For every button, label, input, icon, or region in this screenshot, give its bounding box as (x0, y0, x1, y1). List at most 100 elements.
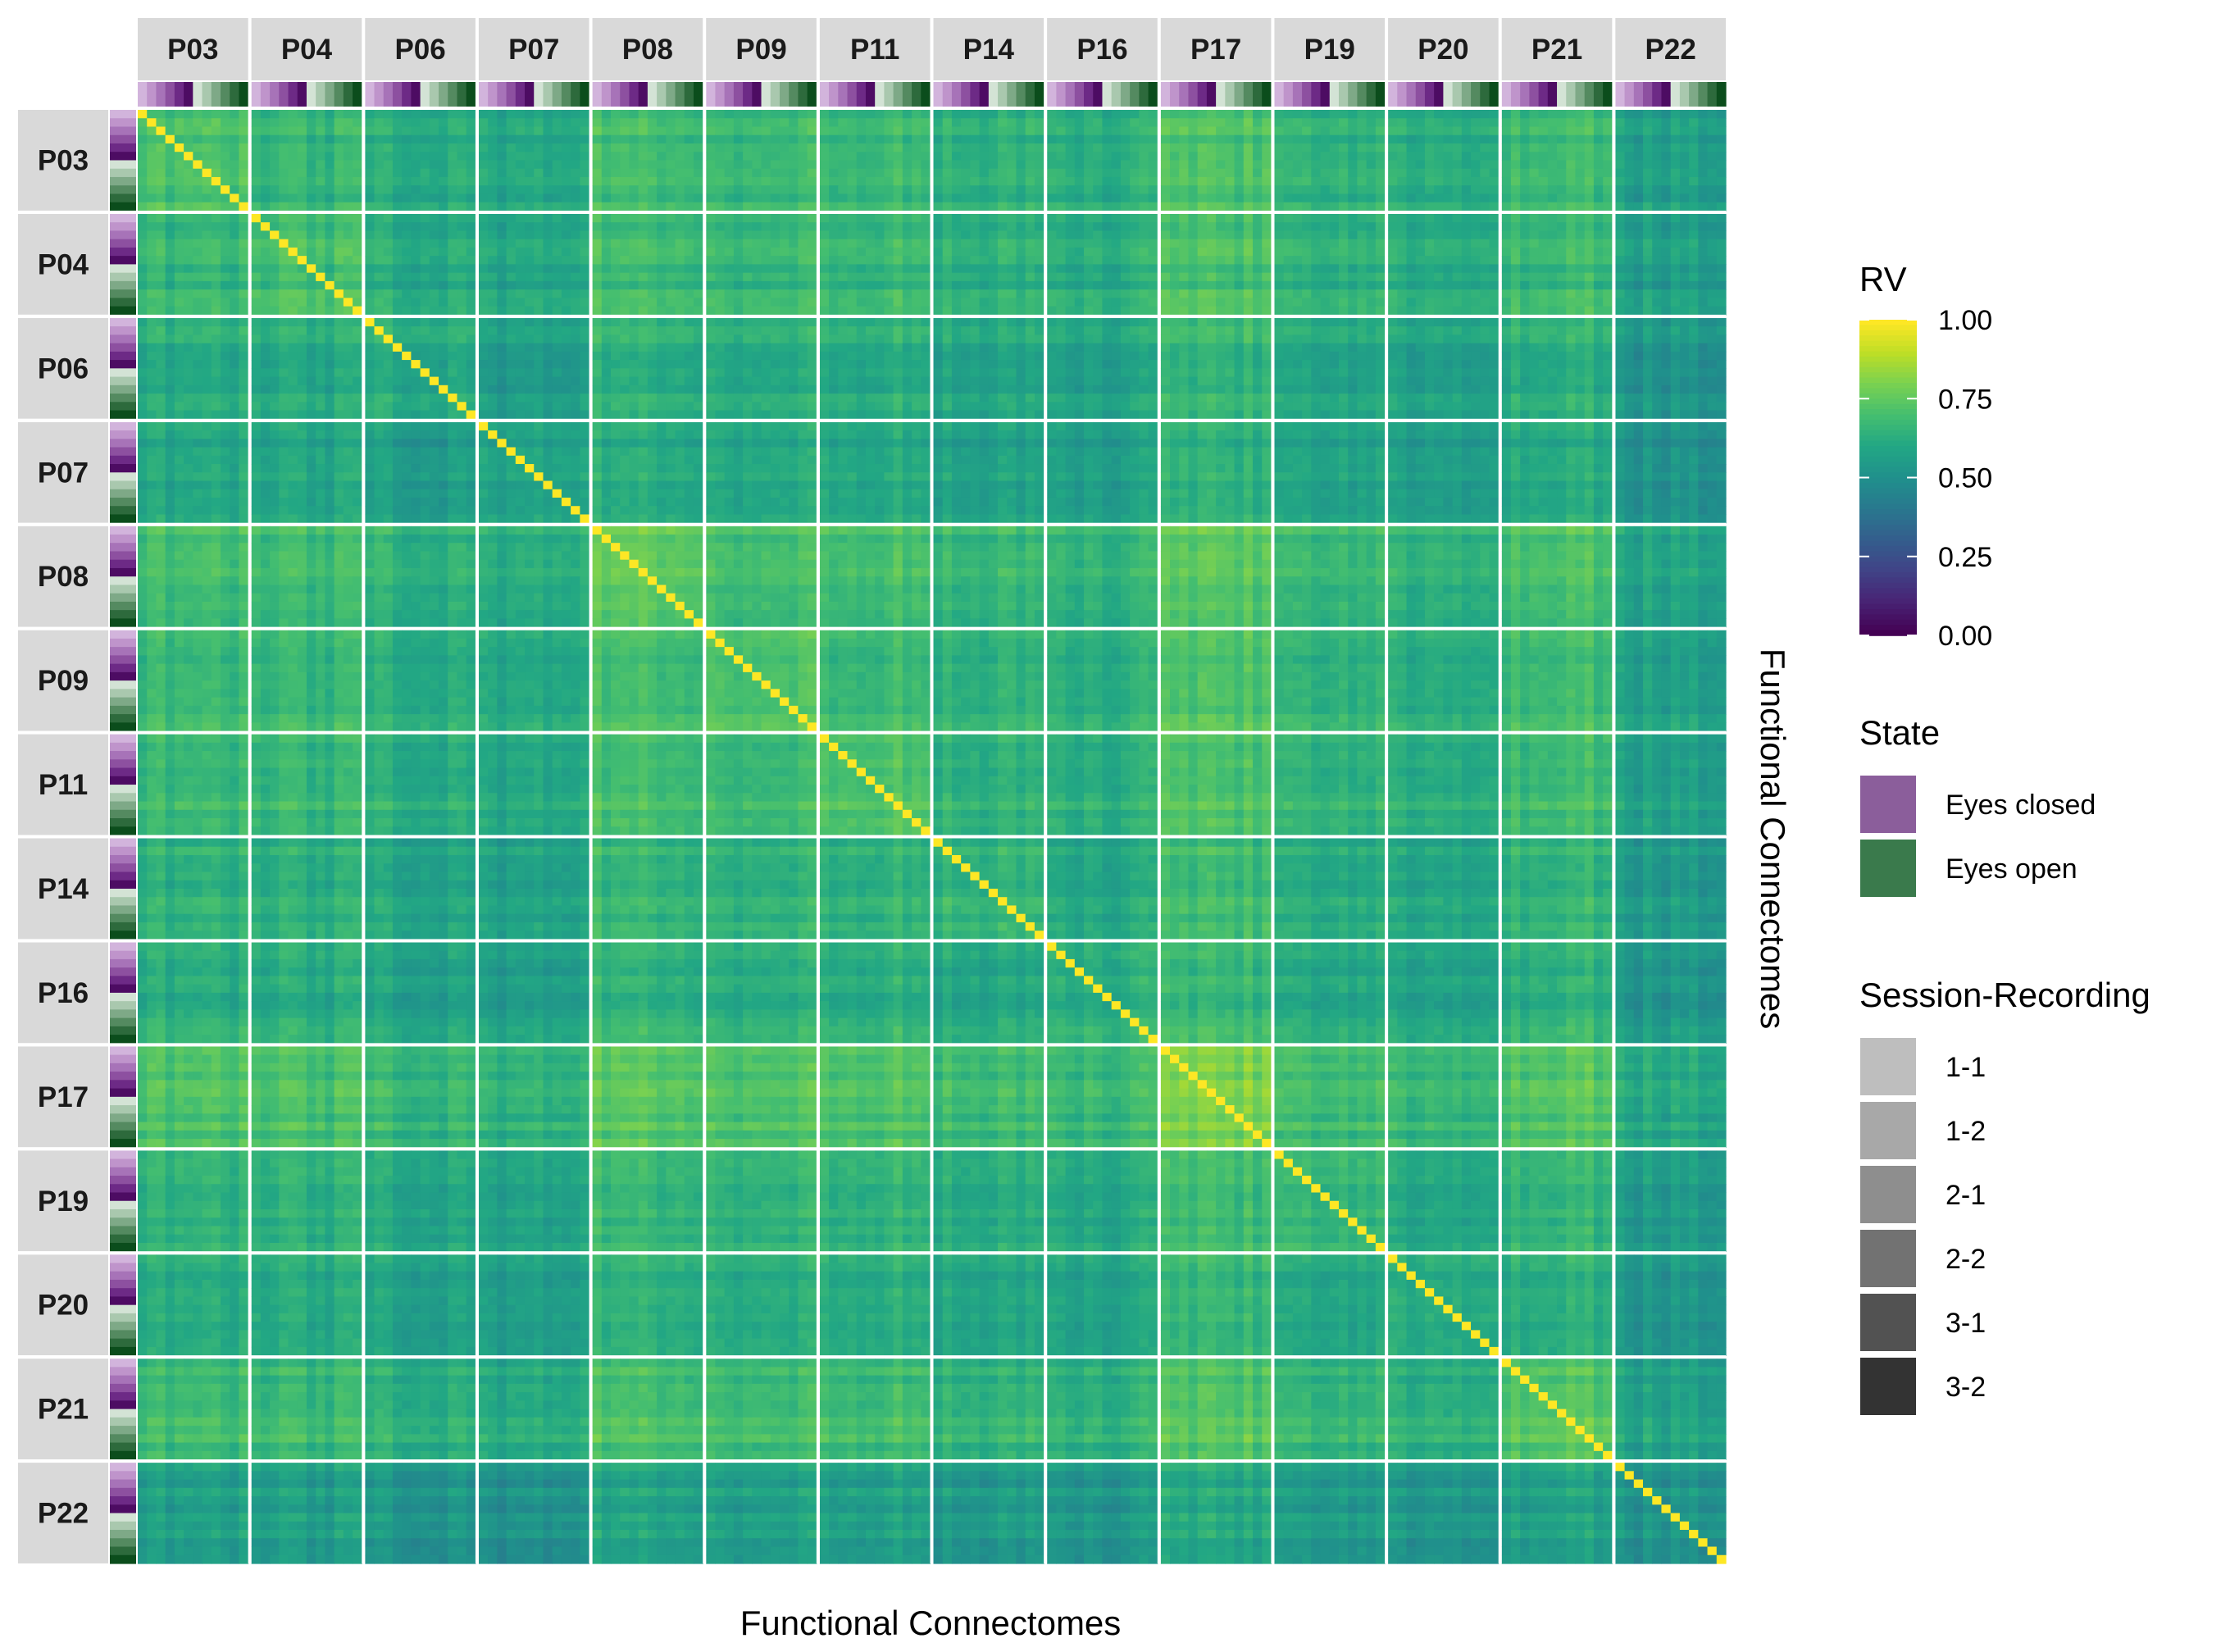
heatmap-cell (230, 394, 240, 403)
heatmap-cell (779, 160, 790, 170)
heatmap-cell (942, 230, 953, 240)
heatmap-cell (515, 298, 526, 307)
heatmap-cell (1443, 306, 1454, 316)
heatmap-cell (1624, 280, 1635, 290)
heatmap-cell (220, 264, 230, 274)
heatmap-cell (383, 368, 394, 378)
heatmap-cell (429, 334, 439, 344)
heatmap-cell (478, 193, 489, 203)
heatmap-cell (1262, 168, 1272, 178)
heatmap-cell (1302, 168, 1312, 178)
heatmap-cell (251, 168, 262, 178)
heatmap-cell (374, 239, 385, 248)
heatmap-cell (534, 385, 544, 394)
heatmap-cell (402, 134, 412, 144)
heatmap-cell (543, 202, 553, 212)
heatmap-cell (1074, 152, 1085, 162)
heatmap-cell (921, 289, 931, 298)
heatmap-cell (666, 176, 676, 186)
heatmap-cell (543, 256, 553, 265)
heatmap-cell (979, 264, 990, 274)
heatmap-cell (147, 256, 157, 265)
heatmap-cell (1139, 264, 1149, 274)
heatmap-cell (638, 230, 649, 240)
column-annotation-cell (211, 82, 221, 107)
heatmap-cell (1624, 306, 1635, 316)
heatmap-cell (466, 239, 476, 248)
heatmap-cell (193, 272, 203, 282)
heatmap-cell (912, 222, 922, 232)
heatmap-cell (724, 168, 735, 178)
heatmap-cell (856, 185, 867, 195)
heatmap-cell (807, 264, 817, 274)
heatmap-cell (666, 202, 676, 212)
heatmap-cell (392, 264, 403, 274)
heatmap-cell (998, 168, 1008, 178)
heatmap-cell (1388, 256, 1398, 265)
heatmap-cell (657, 118, 667, 128)
heatmap-cell (316, 385, 325, 394)
heatmap-cell (306, 280, 316, 290)
heatmap-cell (807, 222, 817, 232)
heatmap-cell (306, 118, 316, 128)
heatmap-cell (1434, 134, 1444, 144)
row-annotation-cell (110, 376, 136, 386)
heatmap-cell (260, 272, 271, 282)
heatmap-cell (165, 306, 175, 316)
heatmap-cell (1056, 239, 1067, 248)
heatmap-cell (638, 143, 649, 152)
heatmap-cell (1252, 247, 1263, 257)
row-annotation-cell (110, 1496, 136, 1505)
heatmap-cell (988, 264, 999, 274)
heatmap-cell (979, 298, 990, 307)
heatmap-cell (534, 193, 544, 203)
heatmap-cell (1262, 306, 1272, 316)
heatmap-cell (752, 185, 762, 195)
heatmap-cell (979, 222, 990, 232)
heatmap-cell (1443, 176, 1454, 186)
heatmap-cell (230, 368, 240, 378)
heatmap-cell (951, 134, 962, 144)
heatmap-cell (592, 247, 603, 257)
heatmap-cell (1148, 239, 1158, 248)
heatmap-cell (912, 193, 922, 203)
heatmap-cell (629, 193, 639, 203)
heatmap-cell (184, 289, 193, 298)
heatmap-cell (165, 298, 175, 307)
heatmap-cell (411, 118, 421, 128)
heatmap-cell (429, 264, 439, 274)
heatmap-cell (488, 334, 498, 344)
heatmap-cell (193, 317, 203, 327)
column-annotation-cell (1188, 82, 1199, 107)
heatmap-cell (1603, 222, 1613, 232)
heatmap-cell (1274, 193, 1285, 203)
heatmap-cell (1197, 230, 1208, 240)
heatmap-cell (847, 230, 858, 240)
column-annotation-cell (733, 82, 744, 107)
heatmap-cell (1065, 202, 1076, 212)
heatmap-cell (1698, 256, 1709, 265)
heatmap-cell (1065, 213, 1076, 223)
heatmap-cell (1120, 213, 1131, 223)
heatmap-cell (580, 213, 590, 223)
heatmap-cell (1302, 202, 1312, 212)
heatmap-cell (1338, 280, 1349, 290)
heatmap-cell (525, 202, 535, 212)
heatmap-cell (1065, 193, 1076, 203)
heatmap-cell (1216, 160, 1226, 170)
heatmap-cell (316, 280, 325, 290)
heatmap-cell (1575, 213, 1586, 223)
heatmap-cell (611, 306, 621, 316)
heatmap-cell (1443, 213, 1454, 223)
column-annotation-cell (466, 82, 476, 107)
heatmap-cell (515, 247, 526, 257)
heatmap-cell (684, 306, 694, 316)
heatmap-cell (789, 202, 799, 212)
heatmap-cell (1311, 272, 1322, 282)
heatmap-cell (220, 306, 230, 316)
heatmap-cell (316, 326, 325, 335)
heatmap-cell (525, 213, 535, 223)
heatmap-cell (1025, 202, 1035, 212)
heatmap-cell (1034, 110, 1044, 119)
heatmap-cell (411, 343, 421, 353)
